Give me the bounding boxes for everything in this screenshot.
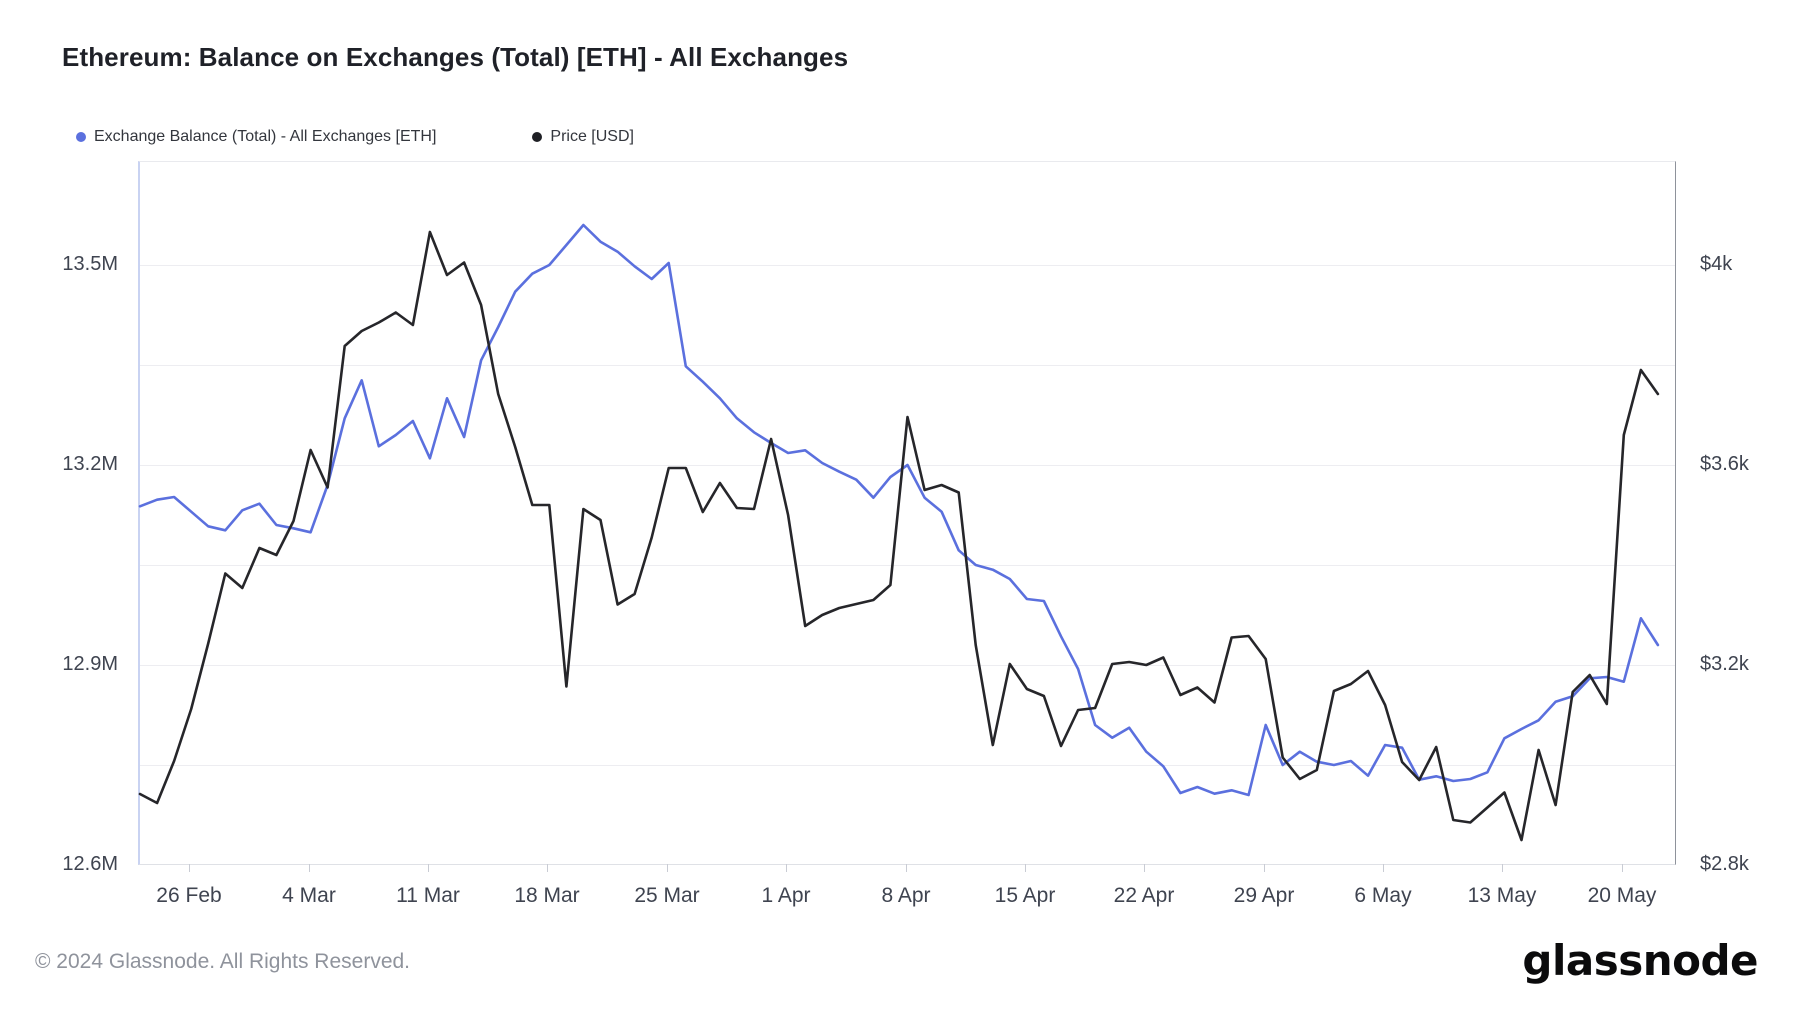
x-axis-tick-mark: [786, 864, 787, 872]
y-axis-right-label: $3.6k: [1700, 453, 1749, 475]
legend-dot-icon: [532, 132, 543, 142]
x-axis-label: 18 Mar: [514, 884, 580, 907]
x-axis-label: 29 Apr: [1233, 884, 1295, 907]
x-axis-tick-mark: [1383, 864, 1384, 872]
y-axis-left-label: 12.6M: [62, 853, 118, 875]
legend-dot-icon: [76, 132, 86, 142]
x-axis-label: 6 May: [1354, 884, 1412, 907]
y-axis-left-label: 13.2M: [62, 453, 118, 475]
glassnode-logo: glassnode: [1522, 936, 1758, 985]
x-axis-tick-mark: [906, 864, 907, 872]
x-axis-label: 8 Apr: [881, 884, 931, 907]
x-axis-label: 1 Apr: [761, 884, 811, 907]
y-axis-left-label: 12.9M: [62, 653, 118, 675]
page-title: Ethereum: Balance on Exchanges (Total) […: [62, 42, 849, 72]
price-line: [138, 230, 1660, 842]
copyright-text: © 2024 Glassnode. All Rights Reserved.: [35, 950, 411, 973]
y-axis-right-label: $4k: [1700, 253, 1733, 275]
x-axis-label: 11 Mar: [396, 884, 460, 907]
x-axis-tick-mark: [309, 864, 310, 872]
x-axis-label: 20 May: [1587, 884, 1657, 907]
y-axis-right-label: $2.8k: [1700, 853, 1749, 875]
y-axis-right-label: $3.2k: [1700, 653, 1749, 675]
x-axis-tick-mark: [547, 864, 548, 872]
x-axis-label: 13 May: [1467, 884, 1537, 907]
gridline: [140, 665, 1675, 666]
x-axis-tick-mark: [428, 864, 429, 872]
legend: Exchange Balance (Total) - All Exchanges…: [76, 128, 634, 146]
x-axis-tick-mark: [1622, 864, 1623, 872]
x-axis-tick-mark: [1144, 864, 1145, 872]
balance-line: [138, 223, 1660, 797]
x-axis-tick-mark: [1025, 864, 1026, 872]
x-axis-label: 26 Feb: [156, 884, 222, 907]
legend-item-label: Exchange Balance (Total) - All Exchanges…: [94, 128, 437, 145]
x-axis-tick-mark: [1502, 864, 1503, 872]
gridline: [140, 765, 1675, 766]
x-axis-tick-mark: [667, 864, 668, 872]
x-axis-label: 15 Apr: [994, 884, 1056, 907]
gridline: [140, 265, 1675, 266]
legend-item-price[interactable]: Price [USD]: [532, 128, 634, 146]
x-axis-label: 22 Apr: [1113, 884, 1175, 907]
x-axis-label: 4 Mar: [282, 884, 336, 907]
x-axis-tick-mark: [1264, 864, 1265, 872]
y-axis-left-label: 13.5M: [62, 253, 118, 275]
chart-canvas: [138, 223, 1660, 842]
legend-item-exchange-balance[interactable]: Exchange Balance (Total) - All Exchanges…: [76, 128, 436, 146]
x-axis-tick-mark: [189, 864, 190, 872]
chart-plot-area[interactable]: [138, 161, 1676, 865]
gridline: [140, 565, 1675, 566]
gridline: [140, 365, 1675, 366]
x-axis-label: 25 Mar: [634, 884, 700, 907]
legend-item-label: Price [USD]: [550, 128, 634, 145]
